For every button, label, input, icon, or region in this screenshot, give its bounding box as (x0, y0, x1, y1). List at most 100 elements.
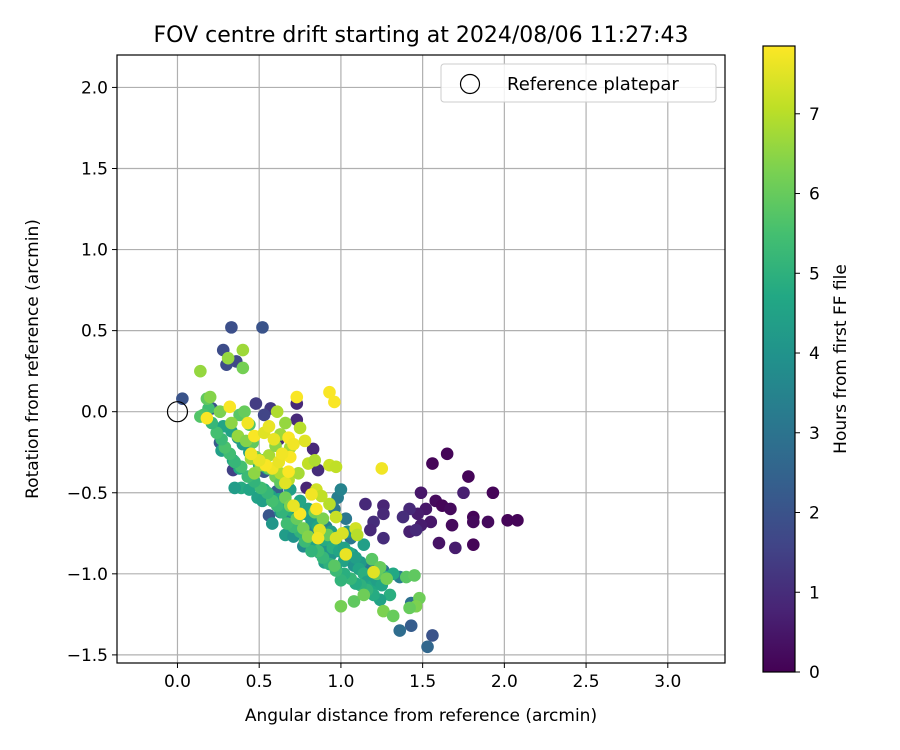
data-point (375, 462, 389, 475)
data-point (467, 515, 480, 529)
data-point (262, 449, 276, 462)
colorbar-tick-label: 1 (809, 583, 820, 603)
y-tick-label: 1.5 (81, 159, 108, 179)
data-point (393, 624, 407, 637)
data-point (339, 512, 353, 526)
data-point (364, 523, 377, 537)
data-point (339, 548, 353, 561)
data-point (244, 447, 258, 461)
data-point (334, 599, 348, 613)
colorbar-gradient (762, 45, 796, 673)
legend-marker-icon (459, 73, 481, 95)
data-point (445, 518, 459, 532)
data-point (311, 463, 325, 477)
data-point (511, 514, 524, 527)
data-point (386, 609, 400, 623)
data-point (203, 390, 217, 404)
data-point (432, 536, 446, 550)
data-point (270, 405, 284, 418)
x-tick-label: 3.0 (654, 672, 681, 692)
data-point (275, 447, 289, 461)
data-point (287, 499, 300, 513)
data-point (334, 574, 348, 587)
data-point (462, 470, 475, 483)
data-point (350, 528, 364, 542)
data-point (377, 604, 390, 618)
data-point (236, 361, 250, 375)
colorbar-tick-label: 2 (809, 504, 820, 524)
legend-entry-reference: Reference platepar (507, 74, 679, 95)
data-point (200, 411, 214, 425)
data-point (408, 569, 421, 582)
data-point (426, 457, 439, 470)
colorbar-tick-label: 7 (809, 105, 820, 125)
data-point (440, 447, 454, 461)
data-point (279, 416, 292, 430)
data-point (301, 530, 315, 543)
data-point (409, 523, 423, 537)
reference-platepar-marker (166, 401, 189, 423)
data-point (329, 531, 343, 545)
data-point (365, 552, 379, 566)
data-point (311, 531, 325, 545)
data-point (241, 416, 255, 430)
data-point (481, 515, 495, 529)
data-point (292, 467, 305, 480)
data-point (457, 486, 470, 500)
data-point (228, 481, 241, 495)
y-tick-label: 2.0 (81, 78, 108, 98)
data-point (213, 405, 227, 418)
data-point (194, 364, 207, 378)
y-tick-label: −1.0 (67, 565, 108, 585)
data-point (329, 460, 343, 474)
colorbar-label: Hours from first FF file (831, 264, 851, 454)
x-tick-label: 0.5 (246, 672, 273, 692)
data-point (444, 502, 457, 516)
data-point (501, 514, 514, 527)
data-point (449, 541, 462, 555)
x-tick-label: 2.5 (573, 672, 600, 692)
data-point (290, 390, 304, 404)
colorbar-tick-label: 5 (809, 264, 820, 284)
chart-title: FOV centre drift starting at 2024/08/06 … (154, 23, 689, 48)
data-point (308, 454, 322, 467)
y-tick-label: 0.5 (81, 322, 108, 342)
data-point (424, 515, 438, 529)
data-point (357, 538, 371, 551)
data-point (279, 476, 292, 490)
plot-frame (116, 54, 726, 664)
data-point (256, 321, 269, 334)
data-point (328, 559, 341, 573)
data-point (315, 489, 328, 503)
data-point (426, 629, 439, 642)
x-axis-label: Angular distance from reference (arcmin) (245, 706, 597, 726)
data-point (377, 507, 390, 521)
y-tick-label: −0.5 (67, 484, 108, 504)
data-point (334, 483, 348, 496)
data-point (414, 486, 428, 500)
data-point (210, 426, 223, 440)
x-tick-label: 1.0 (327, 672, 354, 692)
data-point (404, 619, 418, 633)
data-point (265, 517, 279, 530)
data-point (383, 588, 397, 602)
data-point (323, 385, 336, 399)
data-point (293, 421, 307, 435)
x-tick-label: 0.0 (164, 672, 191, 692)
data-point (323, 497, 336, 511)
data-point (349, 551, 362, 564)
y-tick-label: 1.0 (81, 241, 108, 261)
data-point (421, 640, 434, 654)
x-tick-label: 2.0 (491, 672, 518, 692)
data-point (305, 488, 318, 501)
data-point (225, 321, 238, 334)
data-point (247, 429, 261, 443)
data-point (396, 510, 410, 524)
y-tick-label: −1.5 (67, 646, 108, 666)
data-point (359, 497, 372, 511)
data-points (166, 321, 524, 654)
data-point (305, 544, 318, 558)
colorbar-tick-label: 3 (809, 424, 820, 444)
data-point (380, 572, 393, 585)
